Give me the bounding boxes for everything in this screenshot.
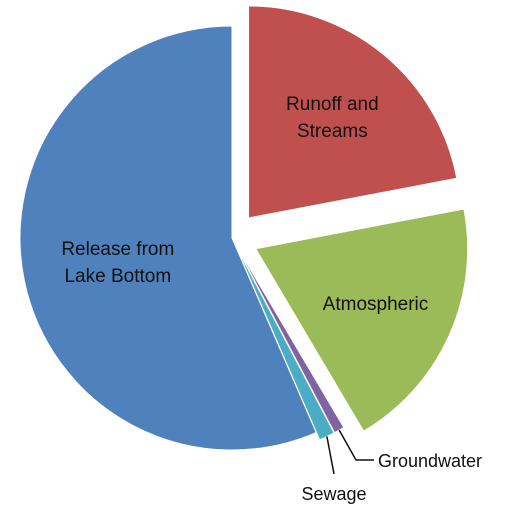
pie-slice-atmospheric bbox=[254, 208, 469, 432]
slice-label-sewage: Sewage bbox=[301, 484, 366, 504]
pie-slice-release-from-lake-bottom bbox=[19, 25, 317, 451]
slice-label-groundwater: Groundwater bbox=[378, 451, 482, 471]
slice-label-runoff-and-streams: Runoff and Streams bbox=[286, 94, 379, 142]
slice-label-release-from-lake-bottom: Release from Lake Bottom bbox=[61, 239, 174, 287]
leader-line-sewage bbox=[326, 436, 335, 475]
pie-slice-groundwater bbox=[235, 244, 345, 434]
pie-slice-runoff-and-streams bbox=[248, 5, 458, 219]
pie-slice-sewage bbox=[234, 244, 335, 441]
leader-line-groundwater bbox=[338, 429, 374, 461]
slice-label-atmospheric: Atmospheric bbox=[323, 294, 429, 315]
